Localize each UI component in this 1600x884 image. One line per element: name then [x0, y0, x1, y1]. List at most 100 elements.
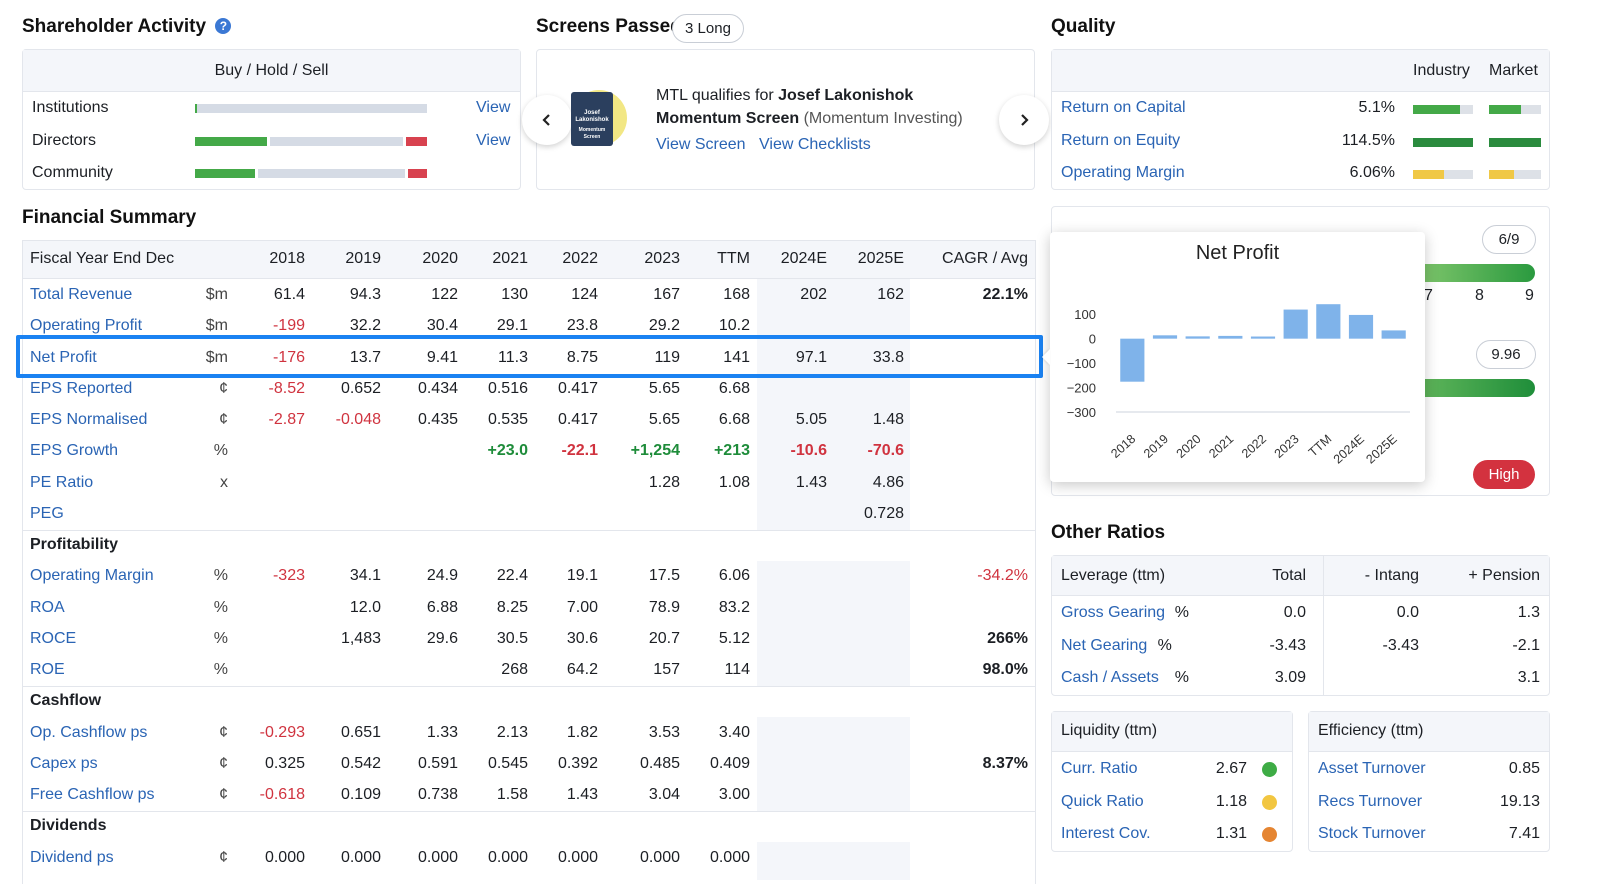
fin-cell: -22.1 — [561, 442, 598, 460]
fin-row-label[interactable]: PE Ratio — [30, 473, 94, 491]
leverage-header-total: Total — [1272, 567, 1306, 584]
view-screen-link[interactable]: View Screen — [656, 136, 746, 153]
screen-category: (Momentum Investing) — [803, 110, 963, 127]
fin-row-label[interactable]: EPS Normalised — [30, 411, 148, 428]
fin-row-label[interactable]: EPS Growth — [30, 442, 119, 460]
fin-cell: 2.13 — [496, 723, 528, 741]
fin-cell: -70.6 — [867, 442, 904, 460]
liquidity-row-label[interactable]: Interest Cov. — [1061, 825, 1151, 842]
fin-row-unit: ¢ — [219, 723, 228, 741]
efficiency-row-label[interactable]: Recs Turnover — [1318, 792, 1423, 810]
fin-row-label[interactable]: ROCE — [30, 629, 77, 647]
y-tick-label: 0 — [1089, 332, 1096, 347]
fin-cell: 122 — [431, 286, 458, 303]
leverage-row-label[interactable]: Gross Gearing — [1061, 604, 1166, 621]
fin-row-unit: $m — [205, 286, 228, 303]
view-checklists-link[interactable]: View Checklists — [759, 136, 871, 153]
section-divider — [22, 811, 1036, 813]
fin-row-label[interactable]: Operating Profit — [30, 317, 143, 335]
x-tick-label: 2022 — [1239, 432, 1269, 461]
fin-section-heading: Cashflow — [30, 692, 102, 710]
book-text-4: Screen — [583, 134, 601, 140]
fin-header-cagr: CAGR / Avg — [942, 250, 1028, 267]
fin-cell: 0.516 — [487, 379, 528, 397]
fin-cell: 13.7 — [349, 348, 381, 366]
quality-row-label[interactable]: Return on Equity — [1061, 131, 1181, 149]
prev-screen-button[interactable] — [522, 95, 572, 145]
x-tick-label: 2023 — [1272, 432, 1302, 461]
fin-cell: 20.7 — [648, 629, 680, 647]
fin-row-label[interactable]: Op. Cashflow ps — [30, 723, 148, 741]
bar-gap — [405, 169, 409, 178]
fin-row-label[interactable]: Operating Margin — [30, 567, 154, 585]
fin-row-label[interactable]: ROE — [30, 661, 65, 678]
efficiency-row-label[interactable]: Stock Turnover — [1318, 825, 1426, 842]
fin-cagr-cell: 22.1% — [982, 286, 1028, 303]
efficiency-row-value: 0.85 — [1508, 760, 1540, 777]
fin-cell: 0.000 — [639, 848, 680, 866]
screen-name: Josef Lakonishok Momentum Screen — [656, 87, 914, 127]
score-badge-1: 6/9 — [1482, 225, 1536, 254]
liquidity-row-label[interactable]: Quick Ratio — [1061, 792, 1144, 810]
fin-cell: 0.417 — [557, 379, 598, 397]
quality-row-label[interactable]: Operating Margin — [1061, 164, 1185, 181]
fin-row-unit: ¢ — [219, 848, 228, 866]
fin-cell: 3.04 — [648, 786, 680, 803]
fin-header-year: TTM — [717, 250, 750, 267]
fin-cell: 30.6 — [566, 629, 598, 647]
section-bg — [23, 687, 1035, 718]
fin-cell: 29.1 — [496, 317, 528, 335]
fin-row-label[interactable]: PEG — [30, 504, 64, 522]
y-tick-label: −200 — [1067, 381, 1096, 396]
x-tick-label: 2020 — [1174, 432, 1204, 461]
shareholder-bar-track — [195, 104, 427, 113]
fin-cell: -199 — [272, 317, 305, 335]
bar-gap — [403, 136, 407, 146]
leverage-row-unit: % — [1174, 604, 1190, 621]
fin-cell: 167 — [653, 286, 680, 303]
shareholder-bar-track — [195, 169, 427, 178]
fin-row-unit: ¢ — [219, 379, 228, 397]
leverage-row-label[interactable]: Cash / Assets — [1061, 669, 1159, 686]
x-tick-label: 2021 — [1206, 432, 1236, 461]
tooltip-arrow — [1042, 349, 1050, 365]
fin-row-label[interactable]: Free Cashflow ps — [30, 786, 155, 803]
fin-row-label[interactable]: EPS Reported — [30, 379, 133, 397]
fin-header-year: 2025E — [857, 250, 904, 267]
liquidity-row-value: 1.31 — [1215, 825, 1247, 842]
efficiency-row-label[interactable]: Asset Turnover — [1318, 760, 1426, 777]
financial-summary-title: Financial Summary — [22, 207, 197, 228]
quality-row-value: 5.1% — [1358, 99, 1395, 116]
shareholder-activity-title-text: Shareholder Activity — [22, 16, 207, 37]
fin-row-label[interactable]: ROA — [30, 598, 65, 616]
quality-row-label[interactable]: Return on Capital — [1061, 99, 1186, 116]
net-profit-bar — [1381, 330, 1406, 339]
fin-cell: 8.25 — [496, 598, 528, 616]
fin-header-year: 2019 — [345, 250, 381, 267]
next-screen-button[interactable] — [999, 95, 1049, 145]
help-icon[interactable]: ? — [215, 18, 232, 34]
other-ratios-title: Other Ratios — [1051, 522, 1166, 543]
net-profit-bar — [1185, 336, 1210, 339]
fin-row-label[interactable]: Total Revenue — [30, 286, 133, 303]
leverage-row-label[interactable]: Net Gearing — [1061, 636, 1148, 654]
fin-row-label[interactable]: Dividend ps — [30, 848, 114, 866]
quality-industry-bar — [1413, 137, 1473, 147]
liquidity-row-label[interactable]: Curr. Ratio — [1061, 760, 1138, 777]
fin-cell: 10.2 — [718, 317, 750, 335]
fin-row-label[interactable]: Capex ps — [30, 754, 98, 772]
section-bg — [23, 531, 1035, 561]
quality-row-value: 114.5% — [1341, 131, 1395, 149]
shareholder-view-link[interactable]: View — [476, 131, 511, 149]
y-tick-label: −100 — [1067, 356, 1096, 371]
net-profit-bar — [1250, 336, 1276, 339]
fin-row-label[interactable]: Net Profit — [30, 348, 97, 366]
fin-cell: 268 — [501, 661, 528, 678]
shareholder-view-link[interactable]: View — [476, 99, 511, 116]
quality-industry-bar — [1413, 170, 1445, 179]
shareholder-sell-bar — [408, 169, 427, 178]
book-text-1: Josef — [584, 110, 600, 116]
screens-badge[interactable]: 3 Long — [672, 14, 744, 43]
fin-cell: 83.2 — [718, 598, 750, 616]
x-tick-label: 2024E — [1331, 432, 1367, 467]
